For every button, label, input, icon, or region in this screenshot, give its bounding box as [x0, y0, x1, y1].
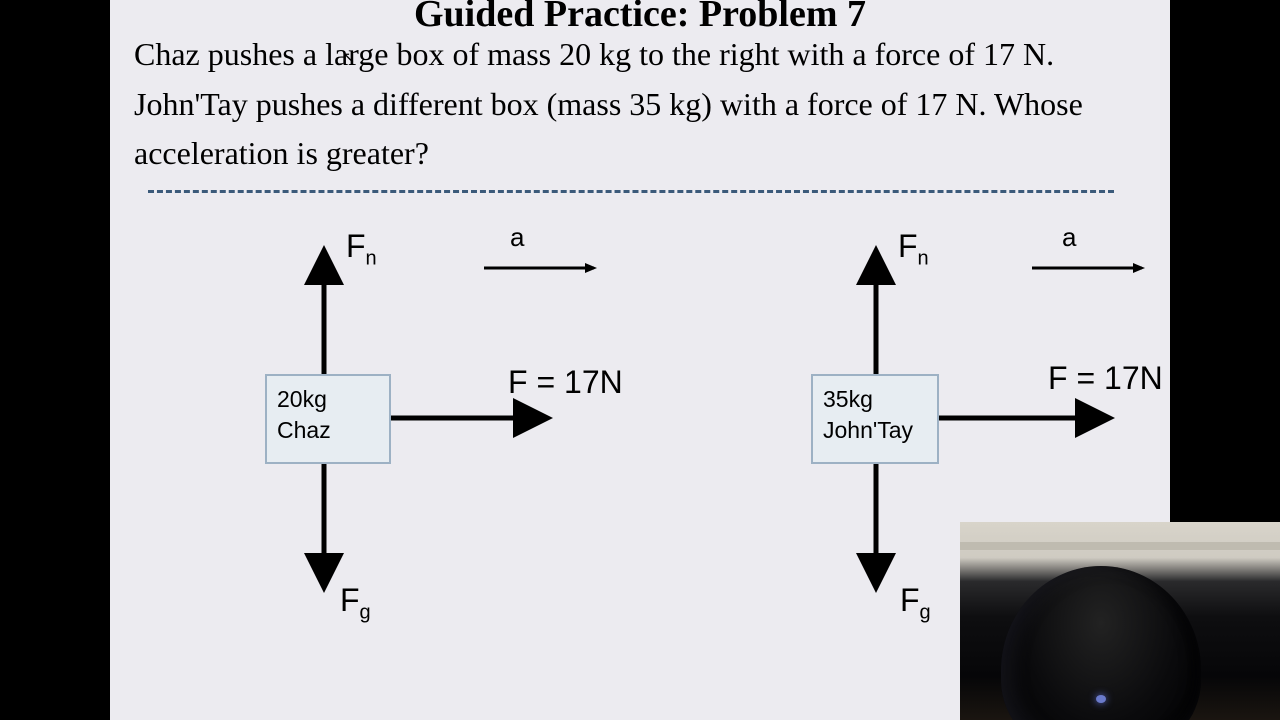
- fbd-left-svg: [170, 208, 650, 648]
- box-right-mass: 35kg: [823, 384, 927, 415]
- a-label-left: a: [510, 222, 524, 253]
- f-label-left: F = 17N: [508, 364, 623, 401]
- f-label-right: F = 17N: [1048, 360, 1163, 397]
- fg-label-right: Fg: [900, 582, 931, 624]
- fn-label-left: Fn: [346, 228, 377, 270]
- divider-line: [148, 190, 1114, 193]
- fg-label-left: Fg: [340, 582, 371, 624]
- box-left-name: Chaz: [277, 415, 379, 446]
- problem-statement: Chaz pushes a large box of mass 20 kg to…: [134, 30, 1144, 179]
- box-left: 20kg Chaz: [265, 374, 391, 464]
- a-label-right: a: [1062, 222, 1076, 253]
- webcam-figure: [1001, 566, 1201, 720]
- box-right-name: John'Tay: [823, 415, 927, 446]
- free-body-diagram-left: 20kg Chaz Fn Fg F = 17N a: [170, 208, 650, 668]
- box-left-mass: 20kg: [277, 384, 379, 415]
- box-right: 35kg John'Tay: [811, 374, 939, 464]
- fn-label-right: Fn: [898, 228, 929, 270]
- webcam-overlay: [960, 522, 1280, 720]
